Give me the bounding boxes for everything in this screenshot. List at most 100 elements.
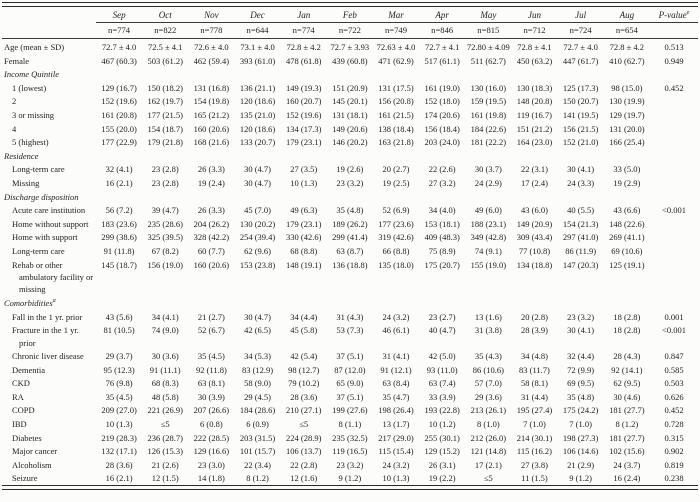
value-cell: 125 (19.1) bbox=[609, 259, 645, 270]
value-cell: 224 (28.9) bbox=[285, 432, 322, 443]
section-label-text: Comorbidities bbox=[4, 297, 53, 308]
value-cell: 203 (31.5) bbox=[239, 432, 276, 443]
value-cell: 18 (2.8) bbox=[613, 311, 641, 322]
value-cell: 72.7 ± 3.93 bbox=[330, 42, 370, 52]
value-cell: 11 (1.5) bbox=[521, 473, 548, 484]
table-row: Age (mean ± SD) 72.7 ± 4.0 72.5 ± 4.1 72.6 … bbox=[2, 38, 698, 54]
section-label: Comorbiditiesa bbox=[2, 296, 698, 310]
value-cell: 149 (20.9) bbox=[516, 218, 553, 229]
value-cell: 12 (1.6) bbox=[290, 473, 318, 484]
p-value-cell: 0.238 bbox=[664, 473, 684, 484]
value-cell: 7 (1.0) bbox=[569, 419, 592, 430]
row-label: Missing bbox=[12, 177, 40, 188]
value-cell: 156 (20.8) bbox=[378, 96, 414, 107]
row-label: Diabetes bbox=[12, 432, 42, 443]
value-cell: 179 (23.1) bbox=[285, 137, 322, 148]
value-cell: 209 (27.0) bbox=[101, 405, 137, 416]
value-cell: 24 (2.9) bbox=[474, 177, 502, 188]
value-cell: 26 (3.3) bbox=[197, 164, 225, 175]
value-cell: 115 (15.4) bbox=[378, 446, 414, 457]
value-cell: 37 (5.1) bbox=[336, 351, 364, 362]
value-cell: 30 (3.9) bbox=[197, 391, 225, 402]
value-cell: 48 (5.8) bbox=[151, 391, 179, 402]
n-count: n=724 bbox=[557, 22, 604, 39]
table-row: Long-term care 32 (4.1) 23 (2.8) 26 (3.3) 30… bbox=[2, 163, 698, 177]
value-cell: 95 (12.3) bbox=[103, 364, 135, 375]
column-header-nov: Nov bbox=[188, 6, 235, 23]
value-cell: 177 (23.6) bbox=[378, 218, 414, 229]
value-cell: 39 (4.7) bbox=[151, 205, 179, 216]
p-value-cell: 0.001 bbox=[664, 311, 684, 322]
value-cell: 450 (63.2) bbox=[516, 55, 553, 66]
value-cell: 269 (41.1) bbox=[609, 232, 645, 243]
value-cell: 13 (1.7) bbox=[382, 419, 410, 430]
value-cell: 136 (21.1) bbox=[239, 82, 276, 93]
p-value-cell bbox=[650, 176, 698, 190]
value-cell: 203 (24.0) bbox=[424, 137, 460, 148]
value-cell: 213 (26.1) bbox=[470, 405, 507, 416]
value-cell: 74 (9.1) bbox=[474, 245, 502, 256]
monthly-characteristics-table: Sep Oct Nov Dec Jan Feb Mar Apr May Jun Jul Aug P-va… bbox=[2, 6, 698, 486]
p-value-cell: 0.847 bbox=[664, 351, 684, 362]
value-cell: 74 (9.0) bbox=[151, 325, 179, 336]
section-superscript: a bbox=[52, 297, 56, 305]
column-header-apr: Apr bbox=[419, 6, 466, 23]
value-cell: 148 (19.1) bbox=[285, 259, 322, 270]
value-cell: 134 (18.8) bbox=[516, 259, 553, 270]
table-row: Alcoholism 28 (3.6) 21 (2.6) 23 (3.0) 22 (3.… bbox=[2, 458, 698, 472]
value-cell: 145 (18.7) bbox=[101, 259, 137, 270]
row-label: COPD bbox=[12, 405, 35, 416]
value-cell: 8 (1.1) bbox=[338, 419, 362, 430]
value-cell: 28 (3.6) bbox=[290, 391, 318, 402]
value-cell: 28 (4.3) bbox=[613, 351, 641, 362]
value-cell: 214 (30.1) bbox=[516, 432, 553, 443]
value-cell: 149 (20.6) bbox=[332, 123, 368, 134]
value-cell: 34 (4.1) bbox=[151, 311, 179, 322]
p-value-cell: 0.728 bbox=[664, 419, 684, 430]
value-cell: 49 (6.3) bbox=[290, 205, 318, 216]
section-label: Income Quintile bbox=[2, 68, 698, 82]
value-cell: 410 (62.7) bbox=[609, 55, 645, 66]
value-cell: 45 (7.0) bbox=[244, 205, 271, 216]
p-value-cell: 0.503 bbox=[664, 378, 684, 389]
value-cell: 199 (27.6) bbox=[332, 405, 368, 416]
row-label: 4 bbox=[12, 123, 17, 134]
value-cell: 45 (5.8) bbox=[290, 325, 318, 336]
bottom-rule bbox=[2, 485, 698, 490]
value-cell: 181 (22.2) bbox=[470, 137, 507, 148]
value-cell: 134 (17.3) bbox=[285, 123, 322, 134]
value-cell: 195 (27.4) bbox=[516, 405, 553, 416]
value-cell: 147 (20.3) bbox=[562, 259, 599, 270]
p-value-cell: <0.001 bbox=[662, 205, 686, 216]
value-cell: 129 (16.7) bbox=[101, 82, 137, 93]
value-cell: 148 (20.8) bbox=[516, 96, 553, 107]
value-cell: 330 (42.6) bbox=[285, 232, 322, 243]
value-cell: 148 (22.6) bbox=[609, 218, 645, 229]
value-cell: 72.8 ± 4.1 bbox=[517, 42, 552, 52]
value-cell: 8 (1.0) bbox=[476, 419, 500, 430]
value-cell: ≤5 bbox=[299, 419, 309, 430]
value-cell: 91 (11.8) bbox=[103, 245, 135, 256]
value-cell: 52 (6.7) bbox=[197, 325, 225, 336]
table-header: Sep Oct Nov Dec Jan Feb Mar Apr May Jun Jul Aug P-va… bbox=[2, 6, 698, 39]
row-label: Fall in the 1 yr. prior bbox=[12, 311, 83, 322]
column-header-dec: Dec bbox=[234, 6, 281, 23]
value-cell: 254 (39.4) bbox=[239, 232, 276, 243]
table-row: Chronic liver disease 29 (3.7) 30 (3.6) 35 … bbox=[2, 350, 698, 364]
value-cell: 129 (15.2) bbox=[424, 446, 460, 457]
row-label: Seizure bbox=[12, 473, 38, 484]
value-cell: 115 (16.2) bbox=[516, 446, 553, 457]
value-cell: 72 (9.9) bbox=[567, 364, 595, 375]
stub-cell bbox=[2, 7, 96, 23]
value-cell: 72.8 ± 4.2 bbox=[609, 42, 645, 52]
p-value-cell: <0.001 bbox=[662, 325, 686, 336]
value-cell: 58 (9.0) bbox=[244, 378, 271, 389]
table-row: COPD 209 (27.0) 221 (26.9) 207 (26.6) 184 (2… bbox=[2, 404, 698, 418]
value-cell: 14 (1.8) bbox=[197, 473, 225, 484]
value-cell: 72.7 ± 4.0 bbox=[563, 42, 598, 52]
row-label: Long-term care bbox=[12, 164, 65, 175]
row-label: Dementia bbox=[12, 364, 46, 375]
value-cell: 221 (26.9) bbox=[147, 405, 183, 416]
value-cell: 63 (8.1) bbox=[197, 378, 225, 389]
n-count: n=822 bbox=[142, 22, 189, 39]
